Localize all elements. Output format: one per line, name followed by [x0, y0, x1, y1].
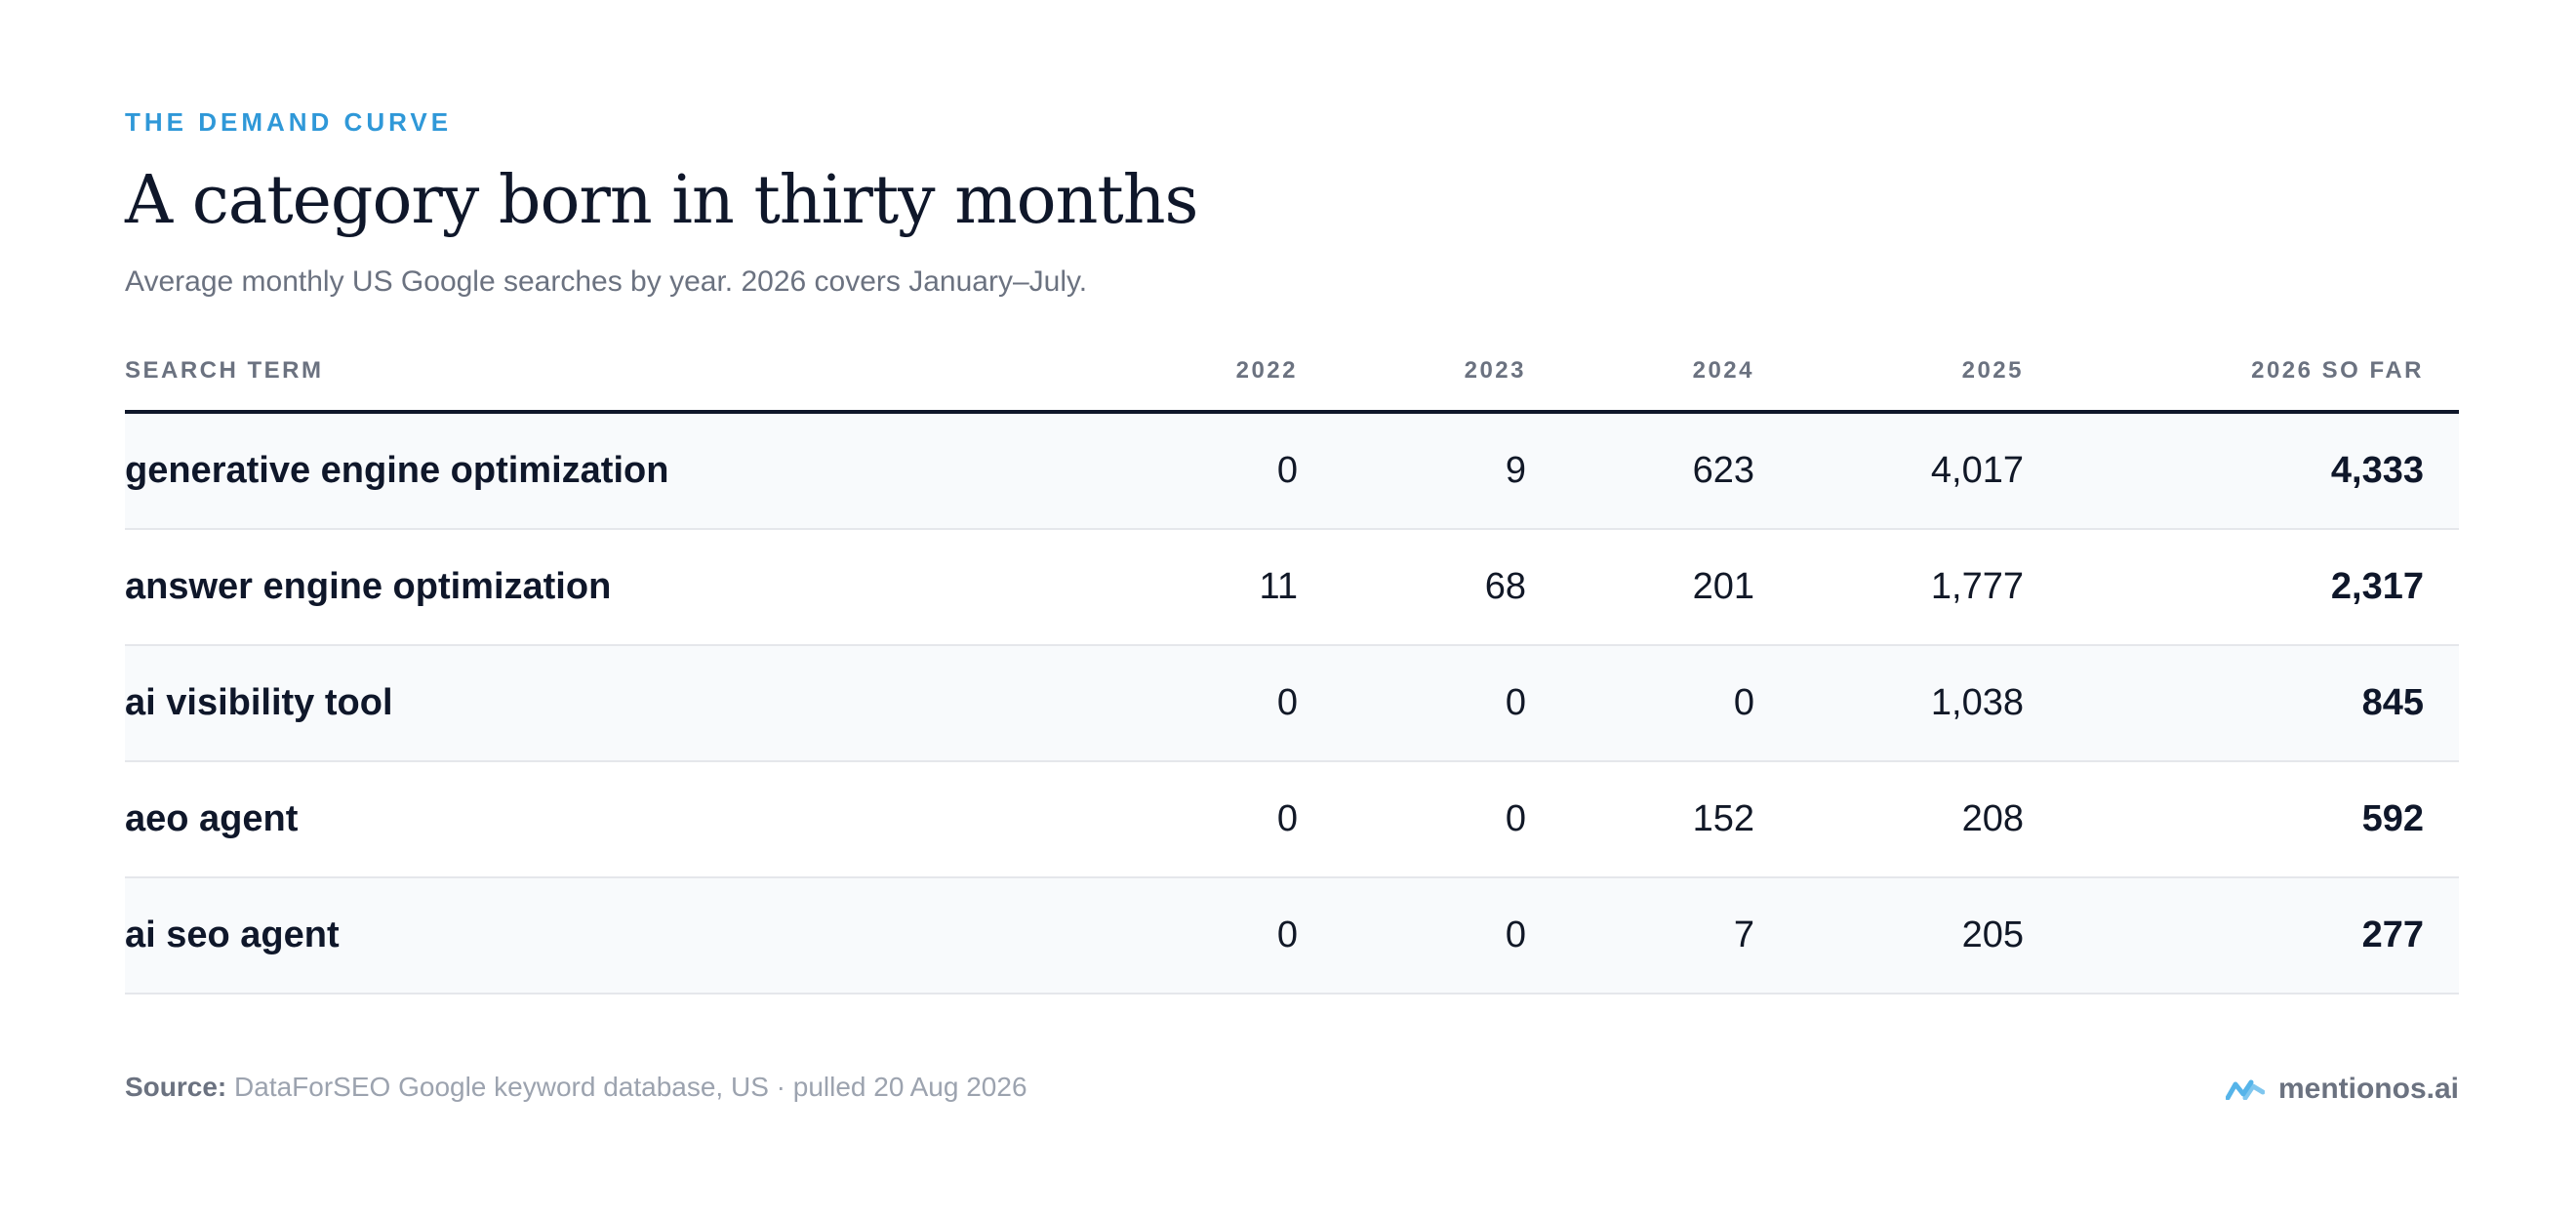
- cell-2023: 0: [1298, 877, 1526, 995]
- cell-2022: 11: [1101, 529, 1298, 646]
- row-search-term: ai seo agent: [125, 877, 1101, 995]
- footer: Source: DataForSEO Google keyword databa…: [125, 1068, 2459, 1107]
- brand[interactable]: mentionos.ai: [2225, 1070, 2459, 1109]
- cell-2024: 0: [1526, 645, 1754, 762]
- source-label: Source:: [125, 1072, 227, 1102]
- cell-2026: 277: [2024, 877, 2459, 995]
- table-row: answer engine optimization 11 68 201 1,777 2,…: [125, 529, 2459, 646]
- cell-2023: 68: [1298, 529, 1526, 646]
- cell-2024: 623: [1526, 412, 1754, 530]
- cell-2026: 2,317: [2024, 529, 2459, 646]
- row-search-term: generative engine optimization: [125, 412, 1101, 530]
- cell-2024: 152: [1526, 761, 1754, 878]
- cell-2023: 9: [1298, 412, 1526, 530]
- row-search-term: answer engine optimization: [125, 529, 1101, 646]
- cell-2022: 0: [1101, 412, 1298, 530]
- source-text: DataForSEO Google keyword database, US ·…: [234, 1072, 1027, 1102]
- cell-2022: 0: [1101, 645, 1298, 762]
- cell-2025: 4,017: [1754, 412, 2024, 530]
- cell-2025: 208: [1754, 761, 2024, 878]
- column-header-2023: 2023: [1298, 357, 1526, 414]
- cell-2023: 0: [1298, 645, 1526, 762]
- chart-card: THE DEMAND CURVE A category born in thir…: [125, 105, 2459, 995]
- source-note: Source: DataForSEO Google keyword databa…: [125, 1068, 1027, 1107]
- table-row: aeo agent 0 0 152 208 592: [125, 761, 2459, 878]
- cell-2025: 1,038: [1754, 645, 2024, 762]
- cell-2024: 7: [1526, 877, 1754, 995]
- cell-2022: 0: [1101, 761, 1298, 878]
- chart-title: A category born in thirty months: [125, 162, 1198, 239]
- eyebrow-label: THE DEMAND CURVE: [125, 107, 453, 137]
- row-search-term: aeo agent: [125, 761, 1101, 878]
- chart-subtitle: Average monthly US Google searches by ye…: [125, 265, 1088, 298]
- column-header-2022: 2022: [1101, 357, 1298, 414]
- column-header-2025: 2025: [1754, 357, 2024, 414]
- table-row: ai seo agent 0 0 7 205 277: [125, 877, 2459, 995]
- cell-2025: 1,777: [1754, 529, 2024, 646]
- column-header-search-term: SEARCH TERM: [125, 357, 1101, 414]
- row-search-term: ai visibility tool: [125, 645, 1101, 762]
- cell-2026: 4,333: [2024, 412, 2459, 530]
- brand-name: mentionos.ai: [2277, 1073, 2459, 1105]
- cell-2025: 205: [1754, 877, 2024, 995]
- cell-2026: 845: [2024, 645, 2459, 762]
- table-row: generative engine optimization 0 9 623 4,017…: [125, 412, 2459, 530]
- column-header-2024: 2024: [1526, 357, 1754, 414]
- cell-2024: 201: [1526, 529, 1754, 646]
- cell-2023: 0: [1298, 761, 1526, 878]
- brand-logo-icon: [2225, 1079, 2265, 1100]
- table-header-row: SEARCH TERM 2022 2023 2024 2025 2026 SO …: [125, 357, 2459, 414]
- column-header-2026: 2026 SO FAR: [2024, 357, 2459, 414]
- cell-2026: 592: [2024, 761, 2459, 878]
- cell-2022: 0: [1101, 877, 1298, 995]
- search-volume-table: SEARCH TERM 2022 2023 2024 2025 2026 SO …: [125, 357, 2459, 995]
- table-row: ai visibility tool 0 0 0 1,038 845: [125, 645, 2459, 762]
